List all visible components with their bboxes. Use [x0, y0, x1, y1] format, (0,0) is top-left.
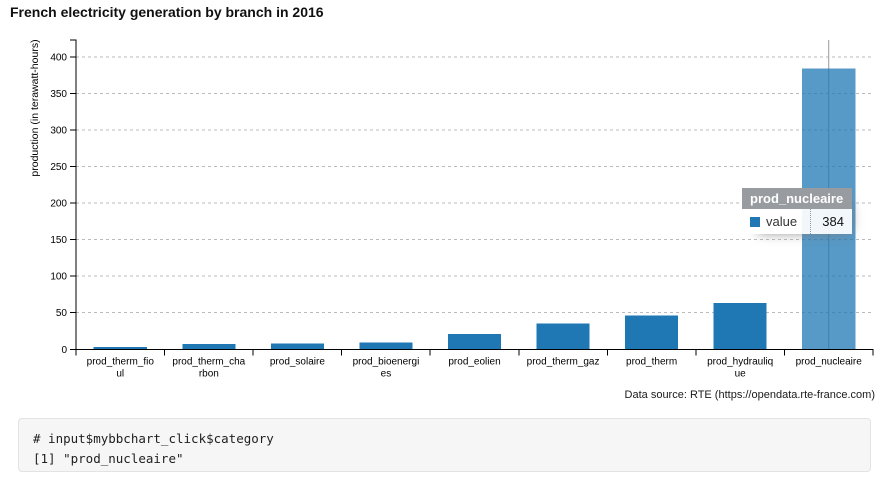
data-source-note: Data source: RTE (https://opendata.rte-f… [624, 389, 875, 401]
y-tick-label: 350 [50, 89, 67, 100]
bar-prod_therm_fioul[interactable] [93, 347, 147, 350]
bar-prod_hydraulique[interactable] [713, 303, 767, 350]
bar-prod_nucleaire[interactable] [802, 68, 856, 350]
x-category-label: prod_solaire [270, 356, 325, 367]
bar-prod_therm[interactable] [625, 315, 679, 350]
bar-prod_therm_gaz[interactable] [536, 323, 590, 350]
y-tick-label: 100 [50, 272, 67, 283]
x-category-label: prod_nucleaire [796, 356, 863, 367]
chart-title: French electricity generation by branch … [10, 4, 324, 20]
y-tick-label: 0 [61, 345, 67, 356]
bar-prod_solaire[interactable] [270, 343, 324, 350]
y-tick-label: 400 [50, 52, 67, 63]
y-tick-label: 250 [50, 162, 67, 173]
x-category-label: prod_therm_gaz [527, 356, 600, 367]
bar-prod_bioenergies[interactable] [359, 342, 413, 350]
console-code: # input$mybbchart_click$category [1] "pro… [33, 429, 856, 469]
x-category-label: prod_therm [626, 356, 677, 367]
bar-prod_therm_charbon[interactable] [182, 344, 236, 350]
bar-prod_eolien[interactable] [447, 333, 502, 350]
x-category-label: prod_therm_cha rbon [172, 356, 245, 379]
y-axis [70, 39, 77, 350]
y-tick-label: 300 [50, 125, 67, 136]
x-category-label: prod_bioenergi es [353, 356, 420, 379]
console-line-2: [1] "prod_nucleaire" [33, 451, 184, 466]
chart-canvas[interactable]: 0 50 100 150 200 250 300 350 400 prod_therm_fio ul… [0, 0, 889, 412]
x-category-label: prod_eolien [448, 356, 500, 367]
y-tick-label: 200 [50, 199, 67, 210]
y-tick-label: 50 [56, 308, 68, 319]
y-axis-label: production (in terawatt-hours) [29, 39, 41, 176]
console-output: # input$mybbchart_click$category [1] "pro… [18, 418, 871, 472]
console-line-1: # input$mybbchart_click$category [33, 431, 274, 446]
x-axis [75, 348, 874, 356]
x-category-label: prod_hydrauliq ue [707, 356, 773, 379]
bar-chart[interactable]: 0 50 100 150 200 250 300 350 400 prod_therm_fio ul… [0, 0, 889, 412]
y-tick-label: 150 [50, 235, 67, 246]
x-category-label: prod_therm_fio ul [87, 356, 155, 379]
